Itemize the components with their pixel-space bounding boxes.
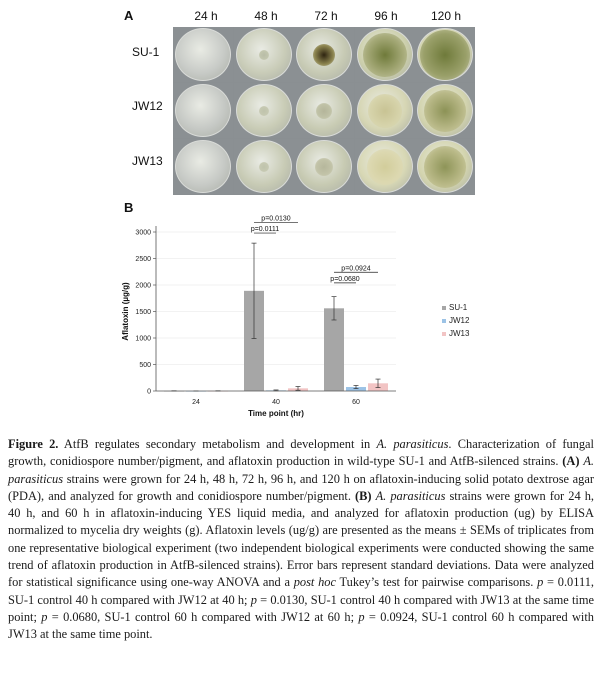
caption-text: = 0.0111, SU-1 control 40 h compared wit… [8, 575, 595, 607]
strain-label: JW13 [132, 154, 163, 168]
p-value-label: p=0.0111 [251, 226, 279, 233]
caption-text: strains were grown for 24 h, 48 h, 72 h,… [8, 471, 594, 503]
caption-text: = 0.0130, SU-1 control 40 h compared wit… [8, 592, 594, 624]
timepoint-label: 96 h [374, 9, 398, 23]
culture-plate [415, 83, 475, 138]
p-symbol: p [41, 609, 48, 624]
petri-dish [175, 28, 231, 81]
caption-italic: post hoc [293, 575, 337, 590]
fungal-colony [258, 106, 269, 116]
x-tick-label: 24 [192, 399, 200, 406]
fungal-colony [367, 94, 402, 128]
petri-dish [296, 28, 352, 81]
y-axis-title: Aflatoxin (µg/g) [121, 282, 130, 341]
fungal-colony [315, 158, 333, 176]
panel-b-label: B [124, 200, 134, 215]
y-tick-label: 2000 [135, 283, 151, 290]
x-tick-label: 40 [272, 399, 280, 406]
panel-tag: (A) [562, 454, 580, 469]
culture-plate [294, 139, 354, 194]
culture-plate [354, 139, 415, 194]
bar-su-1 [324, 308, 344, 391]
legend-label: JW12 [449, 316, 470, 325]
caption-text: = 0.0924, SU-1 control 60 h compared wit… [8, 609, 594, 642]
species-name: A. parasiticus [375, 488, 446, 503]
culture-plate-grid [173, 27, 475, 195]
petri-dish [175, 140, 231, 193]
panel-a-label: A [124, 8, 134, 23]
y-tick-label: 3000 [135, 230, 151, 237]
culture-plate [415, 139, 475, 194]
caption-text: . Characterization of fungal growth, con… [8, 437, 594, 469]
culture-plate [354, 83, 415, 138]
strain-label: SU-1 [132, 45, 160, 59]
y-tick-label: 1000 [135, 336, 151, 343]
y-tick-label: 500 [139, 362, 151, 369]
petri-dish [175, 84, 231, 137]
culture-plate [294, 27, 354, 82]
species-name: A. parasiticus [376, 437, 449, 451]
legend-swatch [442, 306, 446, 310]
culture-plate [415, 27, 475, 82]
p-value-label: p=0.0924 [341, 265, 370, 272]
legend-label: SU-1 [449, 303, 468, 312]
legend-swatch [442, 319, 446, 323]
x-tick-label: 60 [352, 399, 360, 406]
y-tick-label: 2500 [135, 256, 151, 263]
figure-caption: Figure 2. AtfB regulates secondary metab… [8, 436, 594, 644]
culture-plate [233, 83, 294, 138]
caption-text: Tukey’s test for pairwise comparisons. [336, 575, 538, 590]
p-symbol: p [358, 609, 365, 624]
p-symbol: p [250, 592, 257, 607]
caption-text: = 0.0680, SU-1 control 60 h compared wit… [47, 609, 359, 624]
timepoint-label: 48 h [254, 9, 278, 23]
timepoint-label: 24 h [194, 9, 218, 23]
species-name: A. parasiticus [8, 454, 594, 486]
fungal-colony [313, 44, 335, 66]
p-value-label: p=0.0130 [261, 215, 290, 222]
culture-plate [233, 139, 294, 194]
p-value-label: p=0.0680 [330, 276, 359, 283]
caption-text: strains were grown for 24 h, 40 h, and 6… [8, 488, 594, 590]
aflatoxin-bar-chart: p=0.0130 p=0.0111 p=0.0924 p=0.0680 0 500 100… [121, 215, 470, 418]
figure-label: Figure 2. [8, 437, 59, 451]
legend-swatch [442, 332, 446, 336]
y-tick-label: 1500 [135, 309, 151, 316]
x-axis-title: Time point (hr) [248, 409, 304, 418]
timepoint-label: 120 h [430, 9, 462, 23]
p-symbol: p [537, 575, 544, 590]
culture-plate [233, 27, 294, 82]
y-tick-label: 0 [147, 389, 151, 396]
fungal-colony [258, 50, 269, 60]
legend-label: JW13 [449, 329, 470, 338]
caption-text: AtfB regulates secondary metabolism and … [58, 437, 377, 451]
bar-jw12 [346, 387, 366, 391]
timepoint-label: 72 h [314, 9, 338, 23]
fungal-colony [424, 146, 466, 188]
bar-su-1 [244, 290, 264, 391]
culture-plate [354, 27, 415, 82]
culture-plate [173, 139, 233, 194]
fungal-colony [424, 90, 466, 132]
fungal-colony [362, 33, 407, 77]
culture-plate [173, 27, 233, 82]
fungal-colony [258, 162, 269, 172]
fungal-colony [316, 103, 332, 119]
strain-label: JW12 [132, 99, 163, 113]
culture-plate [294, 83, 354, 138]
fungal-colony [366, 149, 403, 185]
panel-tag: (B) [355, 488, 372, 503]
fungal-colony [420, 30, 470, 80]
culture-plate [173, 83, 233, 138]
